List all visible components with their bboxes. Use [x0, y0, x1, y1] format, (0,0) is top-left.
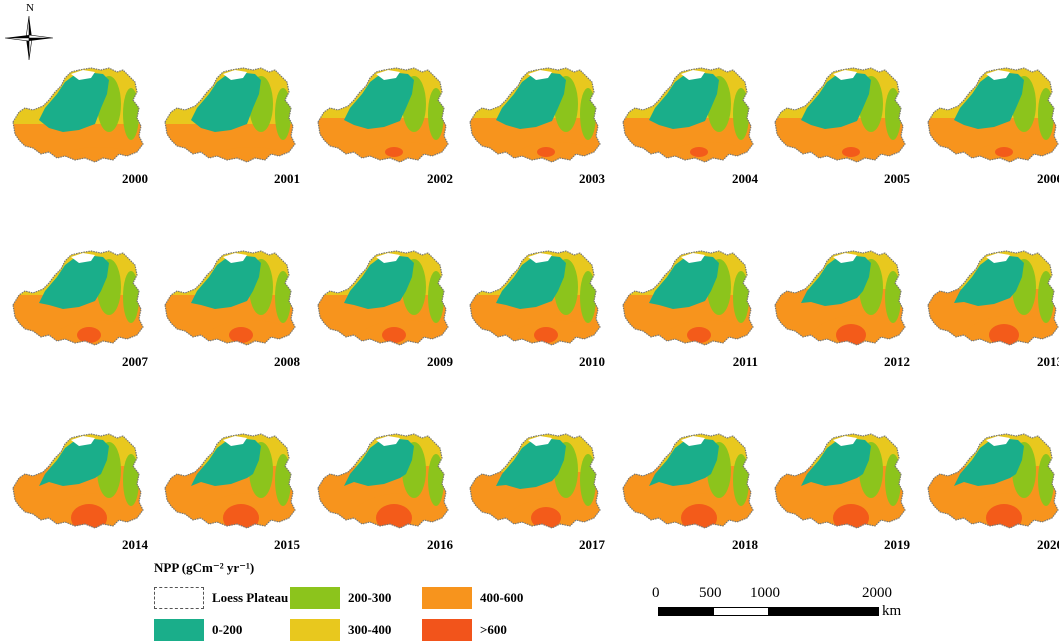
map-panel-2016: 2016: [305, 378, 455, 558]
year-label: 2006: [1037, 171, 1059, 186]
npp-map: [927, 67, 1059, 163]
map-panel-2011: 2011: [610, 195, 760, 375]
year-label: 2009: [427, 354, 453, 369]
legend-swatch: [290, 619, 340, 641]
legend-label: >600: [480, 622, 507, 637]
npp-map: [774, 250, 906, 346]
npp-map: [622, 433, 754, 529]
year-label: 2014: [122, 537, 148, 552]
year-label: 2020: [1037, 537, 1059, 552]
map-panel-2019: 2019: [762, 378, 912, 558]
year-label: 2008: [274, 354, 300, 369]
npp-map: [12, 250, 144, 346]
legend: NPP (gCm⁻² yr⁻¹) Loess Plateau 200-300 4…: [150, 560, 570, 644]
year-label: 2016: [427, 537, 453, 552]
npp-map: [622, 250, 754, 346]
legend-swatch: [290, 587, 340, 609]
scale-segment: [658, 607, 714, 616]
scale-segment: [768, 607, 879, 616]
legend-label: 300-400: [348, 622, 392, 637]
legend-label: Loess Plateau: [212, 590, 289, 605]
year-label: 2010: [579, 354, 605, 369]
npp-map: [469, 433, 601, 529]
legend-label: 400-600: [480, 590, 524, 605]
map-panel-2006: 2006: [915, 12, 1059, 192]
year-label: 2017: [579, 537, 605, 552]
map-panel-2002: 2002: [305, 12, 455, 192]
npp-map: [317, 250, 449, 346]
map-panel-2018: 2018: [610, 378, 760, 558]
map-panel-2017: 2017: [457, 378, 607, 558]
legend-swatch: [422, 619, 472, 641]
year-label: 2004: [732, 171, 758, 186]
map-panel-2000: 2000: [0, 12, 150, 192]
scale-tick-label: 1000: [750, 585, 780, 601]
legend-label: 200-300: [348, 590, 392, 605]
map-panel-2004: 2004: [610, 12, 760, 192]
scale-bar: 0 500 1000 2000 km: [650, 585, 920, 625]
map-panel-2010: 2010: [457, 195, 607, 375]
npp-map: [774, 67, 906, 163]
map-panel-2009: 2009: [305, 195, 455, 375]
scale-unit: km: [882, 603, 902, 619]
scale-tick-label: 2000: [862, 585, 892, 601]
npp-map: [317, 67, 449, 163]
npp-map: [927, 433, 1059, 529]
npp-map: [469, 67, 601, 163]
year-label: 2019: [884, 537, 910, 552]
npp-map: [774, 433, 906, 529]
year-label: 2015: [274, 537, 300, 552]
npp-map: [12, 433, 144, 529]
year-label: 2011: [732, 354, 758, 369]
map-panel-2012: 2012: [762, 195, 912, 375]
north-label: N: [26, 2, 34, 14]
scale-tick-label: 500: [699, 585, 722, 601]
npp-map: [469, 250, 601, 346]
map-panel-2014: 2014: [0, 378, 150, 558]
map-panel-2005: 2005: [762, 12, 912, 192]
npp-map: [164, 67, 296, 163]
npp-map: [164, 433, 296, 529]
map-panel-2013: 2013: [915, 195, 1059, 375]
map-panel-2003: 2003: [457, 12, 607, 192]
npp-map: [927, 250, 1059, 346]
npp-map: [164, 250, 296, 346]
year-label: 2012: [884, 354, 910, 369]
north-arrow: N: [2, 0, 58, 66]
scale-segment: [713, 607, 769, 616]
npp-map: [317, 433, 449, 529]
map-panel-2015: 2015: [152, 378, 302, 558]
year-label: 2018: [732, 537, 758, 552]
scale-tick-label: 0: [652, 585, 660, 601]
year-label: 2007: [122, 354, 148, 369]
map-panel-2007: 2007: [0, 195, 150, 375]
map-panel-2001: 2001: [152, 12, 302, 192]
year-label: 2000: [122, 171, 148, 186]
year-label: 2001: [274, 171, 300, 186]
map-panel-2020: 2020: [915, 378, 1059, 558]
legend-swatch: [422, 587, 472, 609]
year-label: 2013: [1037, 354, 1059, 369]
npp-map: [12, 67, 144, 163]
year-label: 2003: [579, 171, 605, 186]
legend-label: 0-200: [212, 622, 243, 637]
year-label: 2002: [427, 171, 453, 186]
map-panel-2008: 2008: [152, 195, 302, 375]
year-label: 2005: [884, 171, 910, 186]
compass-rose-icon: N: [4, 2, 54, 61]
legend-swatch: [154, 619, 204, 641]
npp-map: [622, 67, 754, 163]
legend-title: NPP (gCm⁻² yr⁻¹): [154, 560, 255, 575]
legend-swatch: [154, 587, 204, 609]
